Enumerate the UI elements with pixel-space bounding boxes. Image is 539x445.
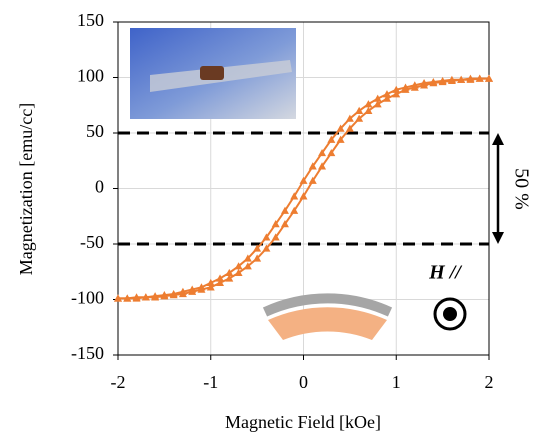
marker: [178, 289, 187, 298]
marker: [290, 192, 299, 200]
marker: [410, 83, 419, 91]
marker: [382, 94, 391, 102]
marker: [280, 220, 289, 228]
marker: [308, 162, 317, 170]
marker: [457, 75, 466, 83]
marker: [262, 244, 271, 252]
marker: [466, 75, 475, 83]
marker: [373, 94, 382, 102]
marker: [262, 233, 271, 241]
marker: [299, 192, 308, 200]
marker: [234, 268, 243, 277]
y-tick-label: -150: [71, 343, 104, 363]
marker: [364, 106, 373, 114]
marker: [345, 114, 354, 122]
marker: [114, 294, 122, 302]
photo-sample: [200, 66, 224, 80]
marker: [234, 262, 243, 270]
marker: [345, 124, 354, 132]
x-tick-label: -1: [203, 372, 218, 392]
marker: [355, 106, 364, 114]
marker: [327, 148, 336, 157]
arc-layer: [262, 293, 393, 317]
marker: [271, 220, 280, 228]
x-tick-label: 2: [485, 372, 494, 392]
marker: [253, 244, 262, 252]
marker: [429, 79, 438, 87]
percent-label: 50 %: [510, 168, 532, 210]
marker: [308, 176, 317, 184]
marker: [336, 124, 345, 132]
field-symbol: [433, 297, 467, 331]
y-tick-label: -50: [80, 232, 104, 252]
marker: [197, 285, 206, 293]
marker: [373, 100, 382, 108]
marker: [206, 283, 215, 291]
x-tick-label: 0: [299, 372, 308, 392]
marker: [225, 268, 234, 277]
marker: [364, 100, 373, 108]
x-tick-label: 1: [392, 372, 401, 392]
marker: [280, 206, 289, 214]
marker: [243, 254, 252, 262]
marker: [475, 74, 484, 82]
y-axis-label: Magnetization [emu/cc]: [16, 103, 36, 275]
marker: [392, 85, 401, 93]
marker: [253, 254, 262, 262]
marker: [123, 294, 132, 302]
marker: [290, 206, 299, 214]
marker: [160, 292, 169, 300]
marker: [401, 85, 410, 93]
marker: [336, 135, 345, 143]
marker: [216, 274, 225, 282]
y-tick-label: -100: [71, 288, 104, 308]
arrow-head: [492, 232, 504, 244]
marker: [420, 81, 429, 89]
marker: [318, 148, 327, 157]
marker: [318, 162, 327, 170]
field-dot: [443, 307, 457, 321]
x-axis-label: Magnetic Field [kOe]: [225, 412, 381, 432]
marker: [485, 74, 493, 82]
marker: [151, 293, 160, 301]
marker: [216, 278, 225, 287]
marker: [327, 135, 336, 143]
arc-sample: [268, 307, 387, 340]
marker: [382, 90, 391, 98]
marker: [225, 274, 234, 282]
marker: [447, 76, 456, 85]
marker: [188, 287, 197, 295]
marker: [299, 176, 308, 184]
field-label: H //: [428, 262, 463, 284]
y-tick-label: 0: [95, 177, 104, 197]
marker: [392, 90, 401, 98]
y-tick-label: 150: [77, 10, 104, 30]
y-tick-label: 100: [77, 66, 104, 86]
marker: [169, 291, 178, 299]
marker: [438, 77, 447, 86]
arrow-head: [492, 133, 504, 145]
y-tick-label: 50: [86, 121, 104, 141]
plot-frame: [117, 21, 490, 356]
marker: [355, 114, 364, 122]
x-tick-label: -2: [111, 372, 126, 392]
marker: [206, 278, 215, 287]
marker: [132, 294, 141, 302]
marker: [141, 293, 150, 301]
marker: [243, 262, 252, 270]
marker: [271, 233, 280, 241]
